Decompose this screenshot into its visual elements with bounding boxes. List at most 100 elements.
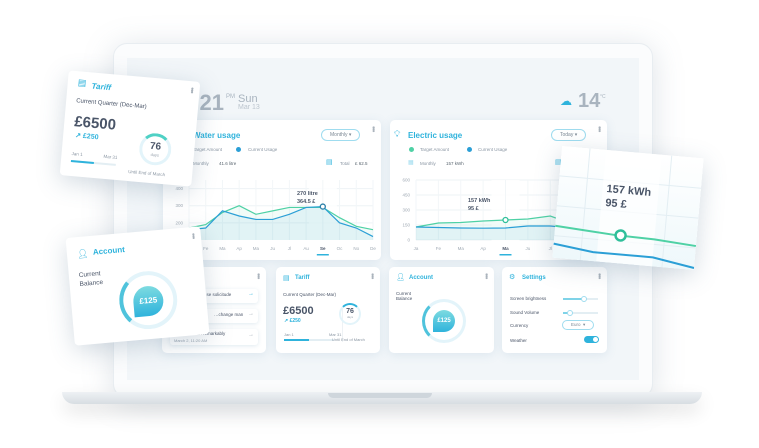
- weather-label: Weather: [510, 338, 527, 343]
- cloud-snow-icon: ☁: [560, 94, 572, 108]
- monthly-label: Monthly: [193, 161, 209, 166]
- laptop-base: [62, 392, 702, 404]
- currency-label: Currency: [510, 323, 529, 328]
- lightbulb-icon: 💡︎: [394, 129, 401, 139]
- y-tick-label: 600: [402, 178, 410, 183]
- x-tick-label: Ma: [502, 246, 509, 251]
- card-title: Settings: [522, 275, 546, 281]
- floating-account-card: 👤︎ Account ••• Current Balance £125: [65, 226, 210, 346]
- x-tick-label: De: [370, 246, 376, 251]
- days-ring: 76 days: [339, 303, 361, 325]
- active-month-indicator: [316, 254, 329, 256]
- y-tick-label: 400: [175, 186, 183, 191]
- floating-tariff-card: ▤ Tariff ••• Current Quarter (Dec-Mar) £…: [59, 70, 201, 187]
- brightness-label: Screen brightness: [510, 296, 547, 301]
- x-tick-label: Fe: [203, 246, 209, 251]
- more-menu-icon[interactable]: •••: [188, 232, 199, 239]
- volume-slider[interactable]: [563, 310, 598, 316]
- more-menu-icon[interactable]: •••: [187, 86, 197, 94]
- until-label: Until End of March: [128, 169, 166, 178]
- quarter-progress: [70, 159, 116, 166]
- currency-value: Euro: [571, 322, 581, 327]
- tariff-delta: ↗ £250: [74, 132, 99, 142]
- zoom-current-line: [553, 242, 695, 269]
- tooltip-line1: 270 litre: [297, 191, 318, 197]
- chart-tooltip: 157 kWh 95 £: [605, 182, 652, 214]
- day: Sun: [238, 93, 258, 105]
- balance-label: Current Balance: [396, 291, 413, 301]
- legend-target: Target Amount: [420, 147, 450, 152]
- legend-target: Target Amount: [193, 147, 223, 152]
- x-tick-label: Jl: [288, 246, 291, 251]
- card-title: Account: [409, 275, 433, 281]
- series-line-1: [188, 205, 374, 238]
- x-tick-label: Ja: [414, 246, 419, 251]
- arrow-right-icon[interactable]: →: [248, 332, 254, 338]
- more-menu-icon[interactable]: •••: [369, 126, 378, 132]
- tariff-icon: ▤: [283, 275, 290, 282]
- more-menu-icon[interactable]: •••: [595, 126, 604, 132]
- more-menu-icon[interactable]: •••: [254, 273, 263, 279]
- temperature-unit: °C: [600, 94, 606, 100]
- x-tick-label: Fe: [436, 246, 442, 251]
- balance-value: £125: [433, 310, 455, 332]
- x-tick-label: Ap: [480, 246, 486, 251]
- user-icon: 👤︎: [396, 274, 405, 281]
- more-menu-icon[interactable]: •••: [482, 273, 491, 279]
- card-title: Water usage: [193, 131, 241, 140]
- legend-dot-target: [409, 147, 414, 152]
- divider: [342, 307, 343, 342]
- tooltip-line1: 157 kWh: [468, 198, 491, 204]
- period-value: Today: [560, 132, 574, 138]
- x-tick-label: No: [353, 246, 359, 251]
- notification-text: …change man: [214, 312, 244, 317]
- monthly-value: 157 kWh: [446, 161, 464, 166]
- x-tick-label: Oc: [337, 246, 344, 251]
- days-label: days: [150, 151, 160, 158]
- more-menu-icon[interactable]: •••: [368, 273, 377, 279]
- x-tick-label: Jl: [549, 246, 552, 251]
- x-tick-label: Ju: [525, 246, 530, 251]
- more-menu-icon[interactable]: •••: [595, 273, 604, 279]
- calendar-icon: ▦: [408, 160, 414, 166]
- temperature: 14: [578, 90, 601, 112]
- notification-text: …se solicitude: [202, 292, 232, 297]
- days-value: 76: [346, 308, 354, 315]
- period-dropdown[interactable]: Monthly ▾: [321, 129, 361, 141]
- clock-ampm: PM: [226, 94, 235, 100]
- tariff-icon: ▤: [77, 77, 87, 89]
- x-tick-label: Ju: [270, 246, 275, 251]
- start-date: Jan 1: [284, 332, 294, 337]
- arrow-right-icon[interactable]: →: [248, 291, 254, 297]
- balance-label: Current Balance: [78, 270, 104, 289]
- end-date: Mar 31: [329, 332, 342, 337]
- y-tick-label: 150: [402, 223, 410, 228]
- y-tick-label: 300: [402, 208, 410, 213]
- gear-icon: ⚙: [509, 274, 516, 281]
- monthly-label: Monthly: [420, 161, 436, 166]
- tooltip-line2: 95 £: [468, 206, 479, 212]
- tariff-amount: £6500: [73, 113, 117, 134]
- period-dropdown[interactable]: Today ▾: [551, 129, 587, 141]
- receipt-icon: ▤: [326, 159, 333, 166]
- card-title: Account: [92, 244, 126, 257]
- card-title: Electric usage: [408, 131, 463, 140]
- total-label: Total: [340, 161, 350, 166]
- quarter-label: Current Quarter (Dec-Mar): [283, 292, 337, 297]
- period-value: Monthly: [330, 132, 348, 138]
- x-tick-label: Se: [320, 246, 326, 251]
- arrow-right-icon[interactable]: →: [248, 311, 254, 317]
- brightness-slider[interactable]: [563, 296, 598, 302]
- legend-dot-current: [467, 147, 472, 152]
- x-tick-label: Ap: [236, 246, 242, 251]
- settings-card: ⚙ Settings ••• Screen brightness Sound V…: [502, 267, 607, 353]
- water-usage-card: Water usage Monthly ▾ ••• Target Amount …: [163, 120, 381, 260]
- weather-toggle[interactable]: [584, 336, 599, 343]
- until-label: Until End of March: [332, 337, 365, 342]
- currency-dropdown[interactable]: Euro ▾: [562, 320, 595, 330]
- account-card: 👤︎ Account ••• Current Balance £125: [389, 267, 494, 353]
- chart-tooltip: 270 litre 364.5 £: [297, 190, 318, 206]
- monthly-value: 41.6 litre: [219, 161, 237, 166]
- legend-current: Current Usage: [248, 147, 278, 152]
- balance-gauge: [422, 299, 466, 343]
